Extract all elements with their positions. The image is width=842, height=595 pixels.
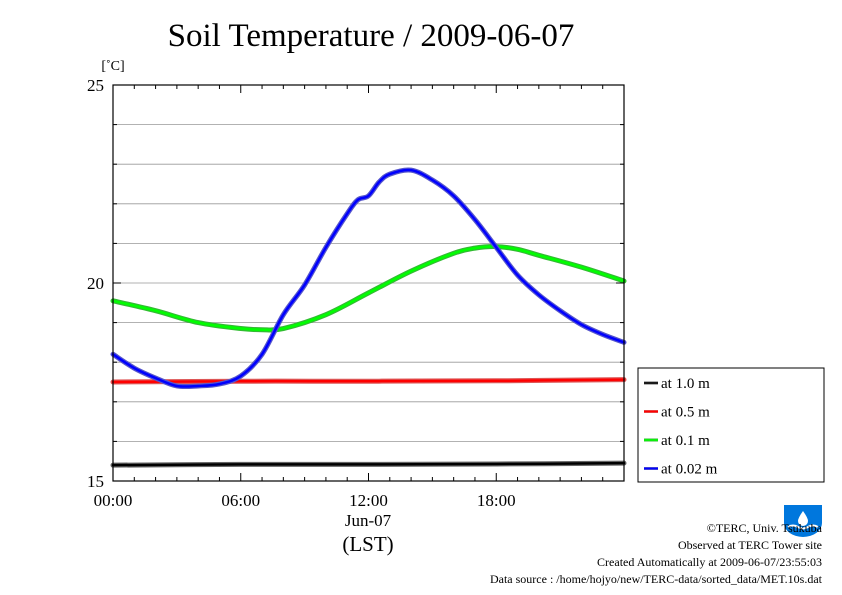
y-tick-label: 25 xyxy=(87,76,104,95)
chart-title: Soil Temperature / 2009-06-07 xyxy=(168,18,575,54)
legend-box xyxy=(637,367,825,483)
series-line xyxy=(111,168,626,388)
legend: at 1.0 m at 0.5 m at 0.1 m at 0.02 m xyxy=(637,367,825,483)
copyright-text: ©TERC, Univ. Tsukuba xyxy=(706,521,822,535)
x-tick-label: 00:00 xyxy=(94,491,133,510)
observed-text: Observed at TERC Tower site xyxy=(677,538,822,552)
created-text: Created Automatically at 2009-06-07/23:5… xyxy=(597,555,822,569)
series-line-halo xyxy=(110,244,627,333)
legend-label: at 1.0 m xyxy=(661,376,710,392)
y-tick-label: 15 xyxy=(87,472,104,491)
series-line-halo xyxy=(110,167,627,390)
x-tick-label: 06:00 xyxy=(221,491,260,510)
legend-label: at 0.1 m xyxy=(661,433,710,449)
y-tick-label: 20 xyxy=(87,274,104,293)
series-line xyxy=(111,378,626,384)
y-axis-unit-label: [˚C] xyxy=(101,59,124,74)
series-layer xyxy=(110,167,627,468)
terc-logo-icon xyxy=(784,505,822,537)
logo xyxy=(782,503,824,539)
x-axis-label: (LST) xyxy=(342,532,393,556)
legend-label: at 0.5 m xyxy=(661,405,710,421)
axes: 15 20 25 00:00 06:00 12:00 18:00 xyxy=(87,76,625,510)
x-axis-date-label: Jun-07 xyxy=(345,511,392,530)
legend-label: at 0.02 m xyxy=(661,462,718,478)
data-source-text: Data source : /home/hojyo/new/TERC-data/… xyxy=(489,572,822,586)
series-line xyxy=(111,461,626,467)
x-tick-label: 12:00 xyxy=(349,491,388,510)
grid-lines xyxy=(113,124,624,442)
x-tick-label: 18:00 xyxy=(477,491,516,510)
series-line xyxy=(111,245,626,332)
